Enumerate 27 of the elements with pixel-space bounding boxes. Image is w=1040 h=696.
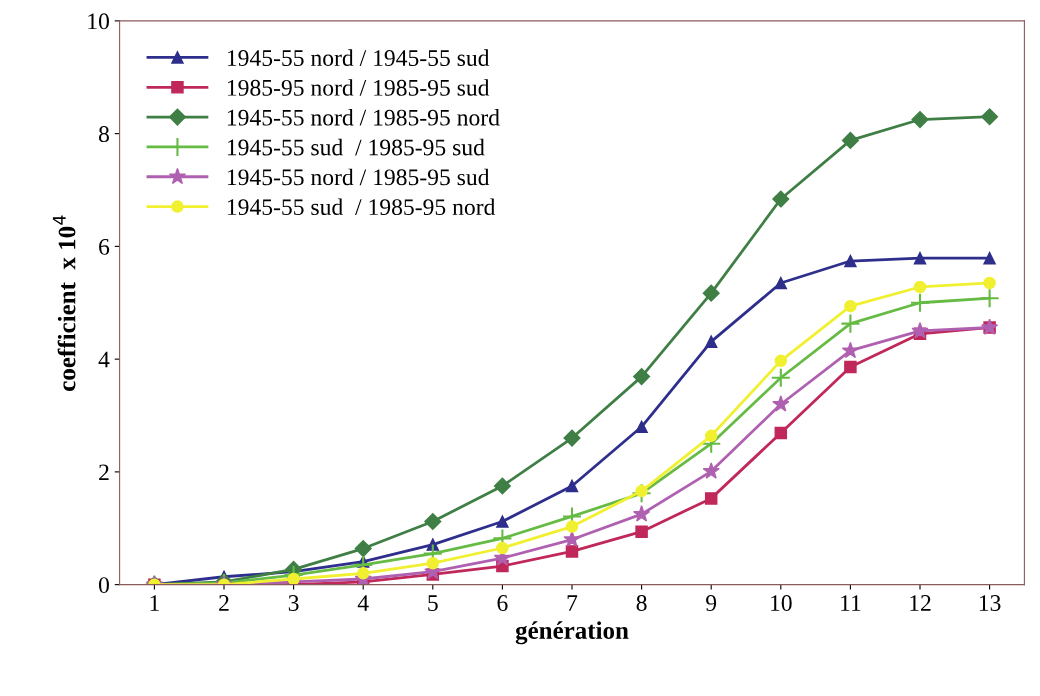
x-tick-label: 13	[979, 595, 1001, 611]
x-tick-label: 1	[150, 595, 159, 611]
x-tick-label: 10	[771, 595, 792, 611]
x-tick-label: 6	[497, 595, 508, 611]
legend-label: 1945-55 nord / 1985-95 sud	[227, 168, 490, 186]
x-axis-title: génération	[515, 621, 629, 645]
legend-label: 1945-55 sud / 1985-95 nord	[227, 198, 496, 216]
y-tick-label: 6	[99, 238, 110, 255]
x-tick-label: 4	[357, 595, 369, 611]
y-tick-label: 2	[99, 464, 109, 481]
y-tick-label: 4	[98, 351, 110, 368]
x-tick-label: 3	[288, 595, 299, 611]
x-tick-label: 7	[567, 595, 578, 611]
x-tick-label: 8	[636, 595, 647, 611]
legend-label: 1945-55 sud / 1985-95 sud	[227, 138, 485, 156]
y-tick-label: 10	[88, 13, 109, 30]
x-tick-label: 9	[706, 595, 717, 611]
x-tick-label: 2	[219, 595, 229, 611]
legend-label: 1945-55 nord / 1945-55 sud	[227, 49, 490, 66]
legend-label: 1945-55 nord / 1985-95 nord	[227, 109, 500, 126]
legend-label: 1985-95 nord / 1985-95 sud	[227, 79, 490, 96]
y-axis-title: coefficient x 10$^{4}$	[52, 215, 76, 391]
x-tick-label: 11	[841, 595, 861, 611]
y-tick-label: 0	[98, 577, 109, 594]
x-tick-label: 5	[428, 595, 438, 611]
x-tick-label: 12	[910, 595, 931, 611]
y-tick-label: 8	[98, 126, 109, 143]
